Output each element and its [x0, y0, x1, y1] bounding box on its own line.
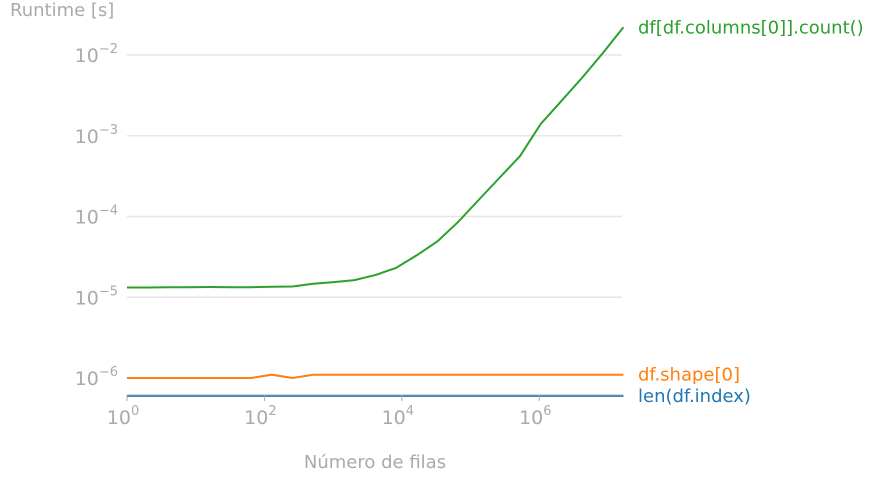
- series-labels: df[df.columns[0]].count() df.shape[0]len(…: [638, 17, 864, 407]
- y-tick-label: 10−2: [75, 42, 118, 67]
- x-tick-label: 104: [382, 404, 414, 429]
- series-line: [127, 26, 625, 289]
- x-tick-label: 102: [244, 404, 276, 429]
- x-axis-ticks: 100 102 104 106: [107, 395, 551, 429]
- x-tick-label: 106: [519, 404, 551, 429]
- series-label: df[df.columns[0]].count(): [638, 17, 864, 38]
- y-axis-ticks: 10−6 10−5 10−4 10−3 10−2: [75, 42, 118, 390]
- x-tick-label: 100: [107, 404, 139, 429]
- y-tick-label: 10−5: [75, 284, 118, 309]
- series-label: df.shape[0]: [638, 365, 740, 386]
- x-axis-label: Número de filas: [304, 452, 446, 473]
- series-label: len(df.index): [638, 386, 751, 407]
- y-tick-label: 10−6: [75, 365, 118, 390]
- grid-lines: [127, 54, 622, 298]
- y-tick-label: 10−4: [75, 204, 118, 229]
- series-line: [127, 373, 624, 380]
- y-axis-label: Runtime [s]: [10, 0, 114, 21]
- y-tick-label: 10−3: [75, 123, 118, 148]
- series-lines: [127, 26, 625, 397]
